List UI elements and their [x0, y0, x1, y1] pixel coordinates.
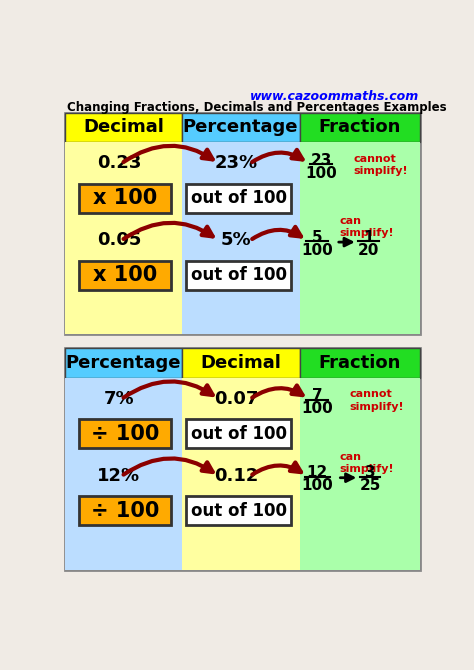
Text: 12%: 12%	[97, 467, 140, 485]
Text: out of 100: out of 100	[191, 189, 287, 207]
FancyBboxPatch shape	[65, 113, 420, 334]
FancyBboxPatch shape	[182, 348, 300, 378]
Text: ÷ 100: ÷ 100	[91, 501, 159, 521]
Text: 0.12: 0.12	[214, 467, 258, 485]
Text: 0.05: 0.05	[97, 231, 141, 249]
FancyBboxPatch shape	[182, 113, 300, 142]
Text: Decimal: Decimal	[200, 354, 281, 372]
Text: 7: 7	[312, 389, 323, 403]
Text: 100: 100	[301, 243, 333, 258]
FancyBboxPatch shape	[300, 142, 420, 334]
FancyBboxPatch shape	[300, 113, 420, 142]
Text: 7%: 7%	[104, 390, 134, 408]
Text: out of 100: out of 100	[191, 425, 287, 443]
Text: x 100: x 100	[93, 265, 157, 285]
FancyBboxPatch shape	[182, 378, 300, 570]
FancyBboxPatch shape	[186, 261, 291, 290]
FancyBboxPatch shape	[186, 496, 291, 525]
Text: 5: 5	[312, 230, 323, 245]
Text: www.cazoommaths.com: www.cazoommaths.com	[250, 90, 419, 103]
Text: 20: 20	[358, 243, 379, 258]
Text: x 100: x 100	[93, 188, 157, 208]
FancyBboxPatch shape	[300, 348, 420, 378]
Text: out of 100: out of 100	[191, 502, 287, 520]
Text: 23%: 23%	[214, 154, 257, 172]
Text: Fraction: Fraction	[319, 354, 401, 372]
Text: 0.23: 0.23	[97, 154, 141, 172]
Text: can
simplify!: can simplify!	[340, 452, 394, 474]
FancyBboxPatch shape	[65, 113, 182, 142]
FancyBboxPatch shape	[186, 419, 291, 448]
FancyBboxPatch shape	[65, 142, 182, 334]
FancyBboxPatch shape	[186, 184, 291, 213]
Text: cannot
simplify!: cannot simplify!	[350, 389, 404, 411]
FancyBboxPatch shape	[182, 142, 300, 334]
Text: out of 100: out of 100	[191, 266, 287, 284]
Text: can
simplify!: can simplify!	[340, 216, 394, 239]
Text: 0.07: 0.07	[214, 390, 258, 408]
Text: Fraction: Fraction	[319, 119, 401, 137]
Text: 1: 1	[363, 230, 374, 245]
Text: ÷ 100: ÷ 100	[91, 424, 159, 444]
FancyBboxPatch shape	[80, 184, 171, 213]
Text: 12: 12	[307, 466, 328, 480]
Text: 23: 23	[310, 153, 332, 168]
Text: cannot
simplify!: cannot simplify!	[354, 153, 409, 176]
FancyBboxPatch shape	[80, 419, 171, 448]
Text: Decimal: Decimal	[83, 119, 164, 137]
FancyBboxPatch shape	[80, 496, 171, 525]
FancyBboxPatch shape	[300, 378, 420, 570]
Text: 25: 25	[359, 478, 381, 494]
Text: 5%: 5%	[220, 231, 251, 249]
Text: 100: 100	[301, 401, 333, 417]
Text: Changing Fractions, Decimals and Percentages Examples: Changing Fractions, Decimals and Percent…	[67, 101, 447, 114]
FancyBboxPatch shape	[65, 348, 182, 378]
Text: Percentage: Percentage	[66, 354, 182, 372]
Text: 3: 3	[365, 466, 375, 480]
FancyBboxPatch shape	[65, 348, 420, 570]
Text: 100: 100	[305, 166, 337, 181]
FancyBboxPatch shape	[65, 378, 182, 570]
Text: 100: 100	[301, 478, 333, 494]
FancyBboxPatch shape	[80, 261, 171, 290]
Text: Percentage: Percentage	[183, 119, 298, 137]
